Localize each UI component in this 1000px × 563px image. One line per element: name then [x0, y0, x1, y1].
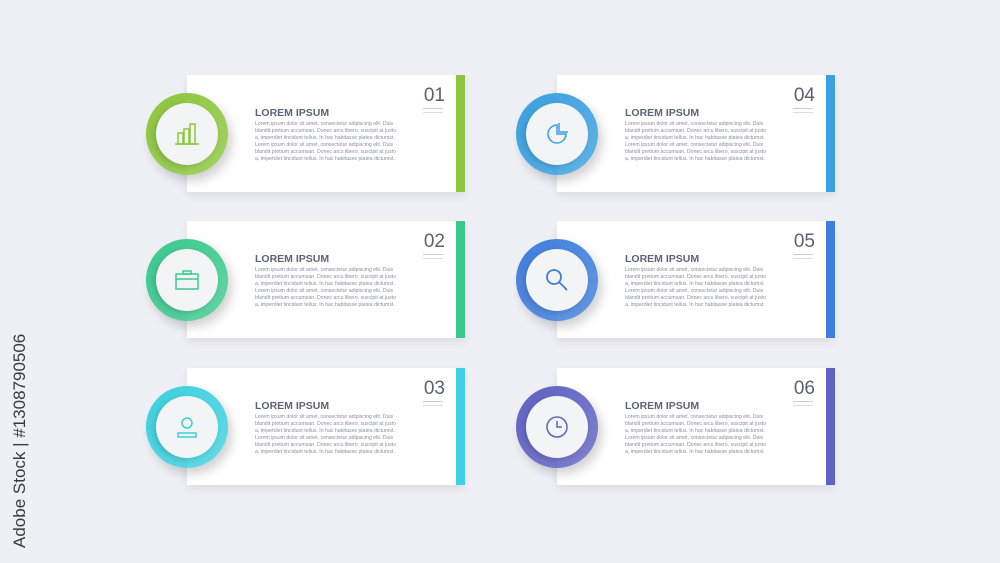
card-title: LOREM IPSUM [625, 107, 700, 119]
accent-bar [456, 221, 465, 338]
body-line: Lorem ipsum dolor sit amet, consectetur … [255, 267, 394, 273]
body-line: blandit pretium accumsan. Donec arcu lib… [625, 128, 766, 135]
body-line: Lorem ipsum dolor sit amet, consectetur … [625, 414, 764, 420]
user-icon [156, 396, 218, 458]
bar-chart-icon [156, 103, 218, 165]
card-body: Lorem ipsum dolor sit amet, consectetur … [625, 414, 805, 457]
body-line: a, imperdiet tincidunt tellus. In hac ha… [625, 449, 765, 456]
card-body: Lorem ipsum dolor sit amet, consectetur … [255, 267, 435, 310]
body-line: blandit pretium accumsan. Donec arcu lib… [255, 149, 396, 156]
body-line: blandit pretium accumsan. Donec arcu lib… [625, 295, 766, 302]
step-number: 06 [793, 378, 815, 399]
icon-circle [516, 239, 598, 321]
step-number: 04 [793, 85, 815, 106]
body-line: blandit pretium accumsan. Donec arcu lib… [625, 149, 766, 156]
info-card-01: 01 LOREM IPSUM Lorem ipsum dolor sit ame… [187, 75, 465, 192]
info-card-06: 06 LOREM IPSUM Lorem ipsum dolor sit ame… [557, 368, 835, 485]
card-body: Lorem ipsum dolor sit amet, consectetur … [255, 121, 435, 164]
card-title: LOREM IPSUM [255, 107, 330, 119]
card-body: Lorem ipsum dolor sit amet, consectetur … [255, 414, 435, 457]
body-line: a, imperdiet tincidunt tellus. In hac ha… [255, 302, 395, 309]
icon-circle [516, 386, 598, 468]
body-line: Lorem ipsum dolor sit amet, consectetur … [625, 121, 764, 127]
briefcase-icon [156, 249, 218, 311]
body-line: Lorem ipsum dolor sit amet, consectetur … [625, 267, 764, 273]
body-line: Lorem ipsum dolor sit amet, consectetur … [625, 288, 764, 295]
body-line: blandit pretium accumsan. Donec arcu lib… [255, 128, 396, 135]
number-underline [423, 401, 443, 406]
body-line: blandit pretium accumsan. Donec arcu lib… [255, 421, 396, 428]
info-card-03: 03 LOREM IPSUM Lorem ipsum dolor sit ame… [187, 368, 465, 485]
info-card-02: 02 LOREM IPSUM Lorem ipsum dolor sit ame… [187, 221, 465, 338]
body-line: Lorem ipsum dolor sit amet, consectetur … [625, 142, 764, 149]
body-line: a, imperdiet tincidunt tellus. In hac ha… [625, 428, 765, 435]
info-card-04: 04 LOREM IPSUM Lorem ipsum dolor sit ame… [557, 75, 835, 192]
step-number: 05 [793, 231, 815, 252]
body-line: Lorem ipsum dolor sit amet, consectetur … [255, 121, 394, 127]
pie-chart-icon [526, 103, 588, 165]
body-line: a, imperdiet tincidunt tellus. In hac ha… [255, 281, 395, 288]
card-title: LOREM IPSUM [625, 253, 700, 265]
accent-bar [456, 368, 465, 485]
step-number: 03 [423, 378, 445, 399]
accent-bar [826, 75, 835, 192]
body-line: a, imperdiet tincidunt tellus. In hac ha… [625, 156, 765, 163]
step-number: 01 [423, 85, 445, 106]
accent-bar [826, 221, 835, 338]
icon-circle [146, 93, 228, 175]
step-number: 02 [423, 231, 445, 252]
body-line: Lorem ipsum dolor sit amet, consectetur … [255, 142, 394, 149]
body-line: blandit pretium accumsan. Donec arcu lib… [255, 442, 396, 449]
accent-bar [826, 368, 835, 485]
body-line: a, imperdiet tincidunt tellus. In hac ha… [625, 302, 765, 309]
accent-bar [456, 75, 465, 192]
body-line: a, imperdiet tincidunt tellus. In hac ha… [255, 135, 395, 142]
body-line: Lorem ipsum dolor sit amet, consectetur … [625, 435, 764, 442]
body-line: a, imperdiet tincidunt tellus. In hac ha… [625, 135, 765, 142]
body-line: a, imperdiet tincidunt tellus. In hac ha… [625, 281, 765, 288]
clock-icon [526, 396, 588, 458]
number-underline [793, 254, 813, 259]
card-body: Lorem ipsum dolor sit amet, consectetur … [625, 267, 805, 310]
icon-circle [146, 386, 228, 468]
icon-circle [516, 93, 598, 175]
card-title: LOREM IPSUM [255, 253, 330, 265]
body-line: Lorem ipsum dolor sit amet, consectetur … [255, 288, 394, 295]
card-title: LOREM IPSUM [625, 400, 700, 412]
number-underline [423, 254, 443, 259]
info-card-05: 05 LOREM IPSUM Lorem ipsum dolor sit ame… [557, 221, 835, 338]
body-line: a, imperdiet tincidunt tellus. In hac ha… [255, 449, 395, 456]
icon-circle [146, 239, 228, 321]
body-line: blandit pretium accumsan. Donec arcu lib… [625, 442, 766, 449]
number-underline [793, 401, 813, 406]
body-line: blandit pretium accumsan. Donec arcu lib… [625, 274, 766, 281]
stock-watermark: Adobe Stock | #1308790506 [10, 333, 29, 548]
body-line: Lorem ipsum dolor sit amet, consectetur … [255, 435, 394, 442]
body-line: blandit pretium accumsan. Donec arcu lib… [625, 421, 766, 428]
number-underline [423, 108, 443, 113]
body-line: blandit pretium accumsan. Donec arcu lib… [255, 295, 396, 302]
body-line: a, imperdiet tincidunt tellus. In hac ha… [255, 428, 395, 435]
card-title: LOREM IPSUM [255, 400, 330, 412]
card-body: Lorem ipsum dolor sit amet, consectetur … [625, 121, 805, 164]
body-line: Lorem ipsum dolor sit amet, consectetur … [255, 414, 394, 420]
body-line: a, imperdiet tincidunt tellus. In hac ha… [255, 156, 395, 163]
search-icon [526, 249, 588, 311]
number-underline [793, 108, 813, 113]
body-line: blandit pretium accumsan. Donec arcu lib… [255, 274, 396, 281]
